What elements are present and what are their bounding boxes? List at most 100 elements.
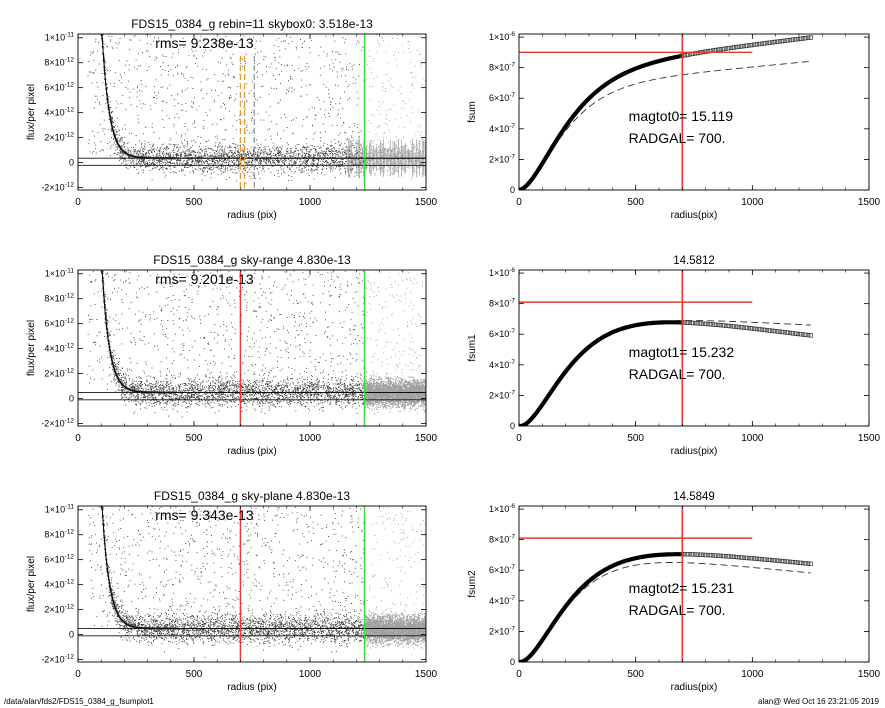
raw-point xyxy=(182,109,184,111)
raw-point xyxy=(359,64,360,65)
raw-point xyxy=(417,143,419,145)
raw-point xyxy=(176,156,177,158)
raw-point xyxy=(175,144,177,146)
raw-point xyxy=(401,100,403,102)
raw-point xyxy=(210,173,212,175)
raw-point xyxy=(149,144,151,145)
raw-point xyxy=(231,159,232,161)
raw-point xyxy=(376,51,378,53)
raw-point xyxy=(401,162,403,164)
raw-point xyxy=(121,76,122,78)
raw-point xyxy=(104,58,105,60)
raw-point xyxy=(164,386,165,388)
raw-point xyxy=(345,152,347,154)
raw-point xyxy=(241,314,242,316)
raw-point xyxy=(393,160,394,161)
raw-point xyxy=(296,144,298,146)
raw-point xyxy=(368,160,370,161)
raw-point xyxy=(296,385,298,386)
raw-point xyxy=(287,90,289,92)
raw-point xyxy=(340,168,342,170)
raw-point xyxy=(167,337,169,339)
raw-point xyxy=(121,139,123,141)
raw-point xyxy=(385,147,387,149)
raw-point xyxy=(206,386,207,388)
raw-point xyxy=(286,153,288,155)
raw-point xyxy=(266,71,267,73)
raw-point xyxy=(339,132,341,134)
raw-point xyxy=(399,148,401,150)
raw-point xyxy=(162,159,164,160)
raw-point xyxy=(260,163,262,164)
raw-point xyxy=(418,152,420,154)
raw-point xyxy=(92,52,93,54)
raw-point xyxy=(336,402,338,404)
raw-point xyxy=(173,155,175,156)
raw-point xyxy=(188,153,190,155)
raw-point xyxy=(339,150,341,152)
raw-point xyxy=(319,146,321,148)
raw-point xyxy=(153,163,154,165)
raw-point xyxy=(170,168,172,170)
raw-point xyxy=(118,329,120,331)
raw-point xyxy=(145,126,146,128)
raw-point xyxy=(185,155,187,157)
raw-point xyxy=(237,168,239,170)
raw-point xyxy=(302,146,304,148)
raw-point xyxy=(112,121,114,122)
raw-point xyxy=(242,39,244,41)
raw-point xyxy=(187,158,189,160)
raw-point xyxy=(178,164,180,165)
raw-point xyxy=(119,156,121,158)
raw-point xyxy=(187,163,189,165)
raw-point xyxy=(278,162,280,164)
raw-point xyxy=(265,159,267,160)
raw-point xyxy=(416,172,418,173)
raw-point xyxy=(153,165,155,167)
raw-point xyxy=(181,89,183,91)
raw-point xyxy=(264,149,266,150)
raw-point xyxy=(141,147,143,149)
raw-point xyxy=(170,152,172,154)
raw-point xyxy=(201,279,202,281)
raw-point xyxy=(280,138,282,140)
raw-point xyxy=(193,55,195,57)
raw-point xyxy=(362,171,364,173)
raw-point xyxy=(284,161,286,163)
raw-point xyxy=(320,402,322,403)
raw-point xyxy=(307,161,308,162)
raw-point xyxy=(197,159,198,161)
raw-point xyxy=(340,165,342,167)
raw-point xyxy=(126,60,128,62)
raw-point xyxy=(351,137,353,138)
raw-point xyxy=(351,169,353,171)
raw-point xyxy=(264,393,266,394)
raw-point xyxy=(378,146,380,148)
raw-point xyxy=(294,161,296,163)
raw-point xyxy=(332,70,333,72)
raw-point xyxy=(106,319,108,320)
square-marker xyxy=(752,42,757,47)
raw-point xyxy=(420,62,422,64)
raw-point xyxy=(142,155,144,157)
raw-point xyxy=(292,392,294,394)
raw-point xyxy=(154,86,155,87)
raw-point xyxy=(147,149,149,151)
raw-point xyxy=(294,170,296,172)
raw-point xyxy=(212,154,213,156)
raw-point xyxy=(173,75,174,77)
raw-point xyxy=(420,124,422,126)
raw-point xyxy=(310,385,312,387)
raw-point xyxy=(398,51,399,53)
square-marker xyxy=(734,44,739,50)
raw-point xyxy=(113,377,115,379)
raw-point xyxy=(219,376,221,378)
raw-point xyxy=(146,165,147,167)
raw-point xyxy=(326,161,328,163)
raw-point xyxy=(373,115,375,117)
raw-point xyxy=(425,131,426,133)
raw-point xyxy=(215,156,217,158)
raw-point xyxy=(317,361,319,363)
raw-point xyxy=(172,165,174,167)
